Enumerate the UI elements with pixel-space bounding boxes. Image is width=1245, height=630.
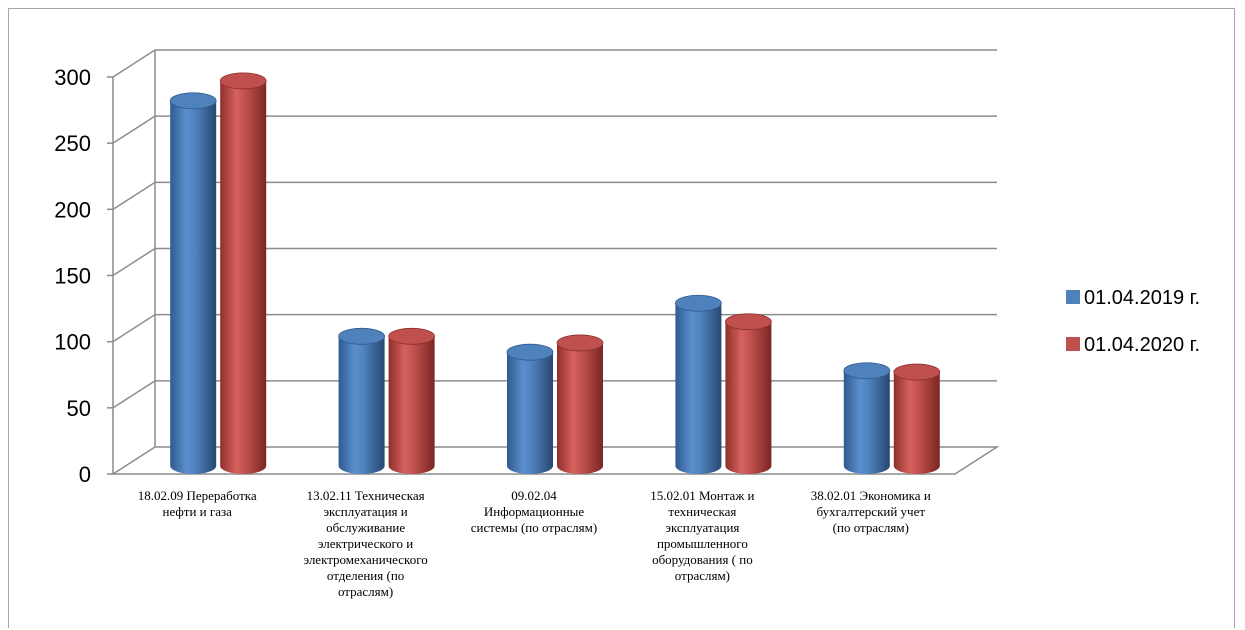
bar [893,363,941,474]
bar-top [893,363,941,381]
y-tick-label: 100 [54,330,91,355]
bar-body [170,100,217,474]
bar-body [338,336,385,474]
bar [338,327,386,474]
y-tick-label: 300 [54,65,91,90]
legend: 01.04.2019 г. 01.04.2020 г. [1066,287,1200,356]
y-tick-label: 150 [54,264,91,289]
bar-body [725,321,772,474]
y-axis-ticks: 0 50 100 150 200 250 300 [54,65,113,487]
bar [219,72,267,475]
bars [169,72,941,475]
bar-top [506,343,554,361]
bar-top [843,362,891,380]
x-axis-ticks: 18.02.09 Переработка нефти и газа 13.02.11… [138,488,931,599]
gridline-side [112,49,156,78]
x-tick-label: 13.02.11 Техническая эксплуатация и обслуж… [303,488,427,599]
bar [388,327,436,474]
bar-body [507,352,553,474]
bar-top [725,313,772,331]
bar-body [388,336,435,474]
legend-item: 01.04.2020 г. [1066,334,1200,356]
y-tick-label: 200 [54,197,91,222]
y-tick-label: 250 [54,131,91,156]
bar-top [675,294,722,312]
x-tick-label: 15.02.01 Монтаж и техническая эксплуатация… [650,488,754,583]
gridline-side [112,115,156,144]
legend-swatch [1066,290,1080,304]
gridline-side [112,380,156,409]
gridline-side [112,314,156,343]
bar-top [338,327,386,345]
legend-item: 01.04.2019 г. [1066,287,1200,309]
x-tick-label: 38.02.01 Экономика и бухгалтерский учет (п… [811,488,931,535]
bar [506,343,554,474]
bar-body [220,80,267,475]
bar [169,92,217,474]
x-tick-label: 09.02.04 Информационные системы (по отрасл… [471,488,597,535]
x-tick-label: 18.02.09 Переработка нефти и газа [138,488,257,519]
bar-body [843,370,890,474]
gridline-side [112,181,156,210]
bar [843,362,891,474]
bar [725,313,772,474]
legend-swatch [1066,337,1080,351]
bar-body [675,303,722,474]
bar-top [169,92,217,110]
legend-label: 01.04.2019 г. [1084,287,1200,309]
chart-floor [110,446,1000,475]
bar-top [388,327,436,345]
chart-frame [8,8,1235,628]
bar-top [219,72,267,90]
bar-top [556,334,604,352]
y-tick-label: 0 [79,462,91,487]
y-tick-label: 50 [67,396,91,421]
bar-body [557,342,603,474]
bar-body [893,372,940,474]
gridline-side [112,247,156,277]
legend-label: 01.04.2020 г. [1084,334,1200,356]
bar [675,294,722,474]
bar [556,334,604,474]
